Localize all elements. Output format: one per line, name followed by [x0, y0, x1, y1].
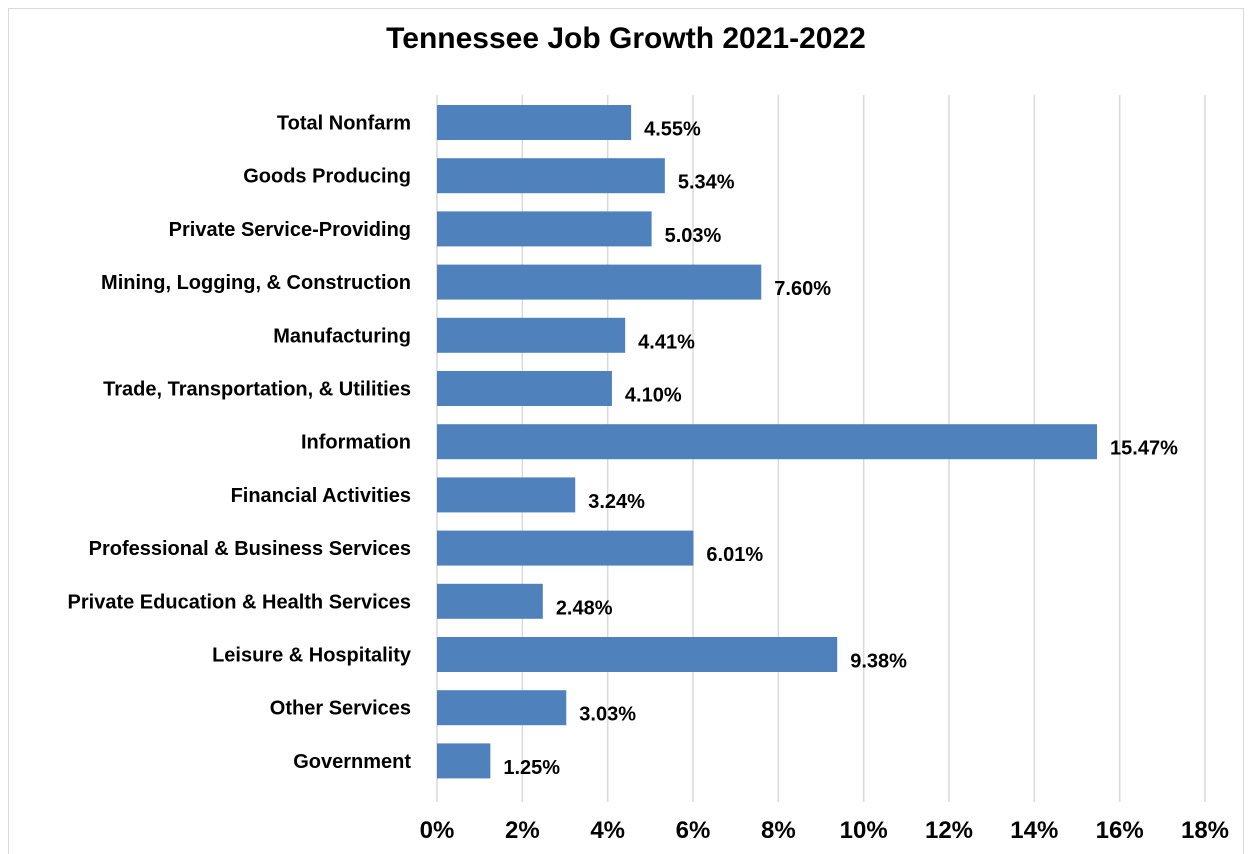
category-label: Total Nonfarm [277, 113, 411, 135]
x-tick-label: 4% [590, 817, 625, 844]
bar [437, 743, 491, 779]
value-labels: 4.55% 5.34% 5.03% 7.60% 4.41% 4.10% 15.47% 3.24… [503, 119, 1178, 779]
bar [437, 317, 626, 353]
data-label: 6.01% [706, 544, 763, 566]
bar [437, 583, 543, 619]
x-tick-label: 12% [925, 817, 973, 844]
bar [437, 264, 762, 300]
data-label: 9.38% [850, 651, 907, 673]
x-tick-label: 2% [505, 817, 540, 844]
chart-title: Tennessee Job Growth 2021-2022 [386, 22, 866, 55]
data-label: 5.03% [665, 225, 722, 247]
x-tick-label: 14% [1010, 817, 1058, 844]
category-label: Trade, Transportation, & Utilities [103, 379, 411, 401]
x-axis-ticks: 0% 2% 4% 6% 8% 10% 12% 14% 16% 18% [420, 817, 1229, 844]
data-label: 3.24% [588, 491, 645, 513]
category-label: Financial Activities [231, 485, 411, 507]
data-label: 7.60% [774, 278, 831, 300]
bar [437, 690, 567, 726]
x-tick-label: 18% [1181, 817, 1229, 844]
bar [437, 371, 612, 406]
x-tick-label: 6% [676, 817, 711, 844]
category-label: Professional & Business Services [89, 538, 411, 560]
bar [437, 530, 694, 566]
category-label: Other Services [270, 698, 411, 720]
category-label: Leisure & Hospitality [212, 645, 412, 667]
bar [437, 424, 1098, 460]
category-label: Private Education & Health Services [68, 591, 411, 613]
category-label: Manufacturing [273, 325, 411, 347]
bar [437, 637, 838, 672]
category-label: Information [301, 432, 411, 454]
data-label: 4.55% [644, 119, 701, 141]
data-label: 5.34% [678, 172, 735, 194]
category-label: Private Service-Providing [169, 219, 411, 241]
x-tick-label: 16% [1096, 817, 1144, 844]
data-label: 2.48% [556, 597, 613, 619]
bars [437, 105, 1098, 779]
data-label: 4.41% [638, 331, 695, 353]
x-tick-label: 0% [420, 817, 455, 844]
data-label: 3.03% [579, 704, 636, 726]
bar [437, 477, 576, 513]
data-label: 1.25% [503, 757, 560, 779]
data-label: 4.10% [625, 385, 682, 407]
category-label: Goods Producing [243, 166, 411, 188]
x-tick-label: 8% [761, 817, 796, 844]
bar [437, 105, 632, 140]
bar [437, 158, 665, 194]
x-tick-label: 10% [840, 817, 888, 844]
category-labels: Total Nonfarm Goods Producing Private Serv… [68, 113, 412, 773]
category-label: Government [293, 751, 411, 773]
data-label: 15.47% [1110, 438, 1178, 460]
category-label: Mining, Logging, & Construction [101, 272, 411, 294]
bar [437, 211, 652, 247]
